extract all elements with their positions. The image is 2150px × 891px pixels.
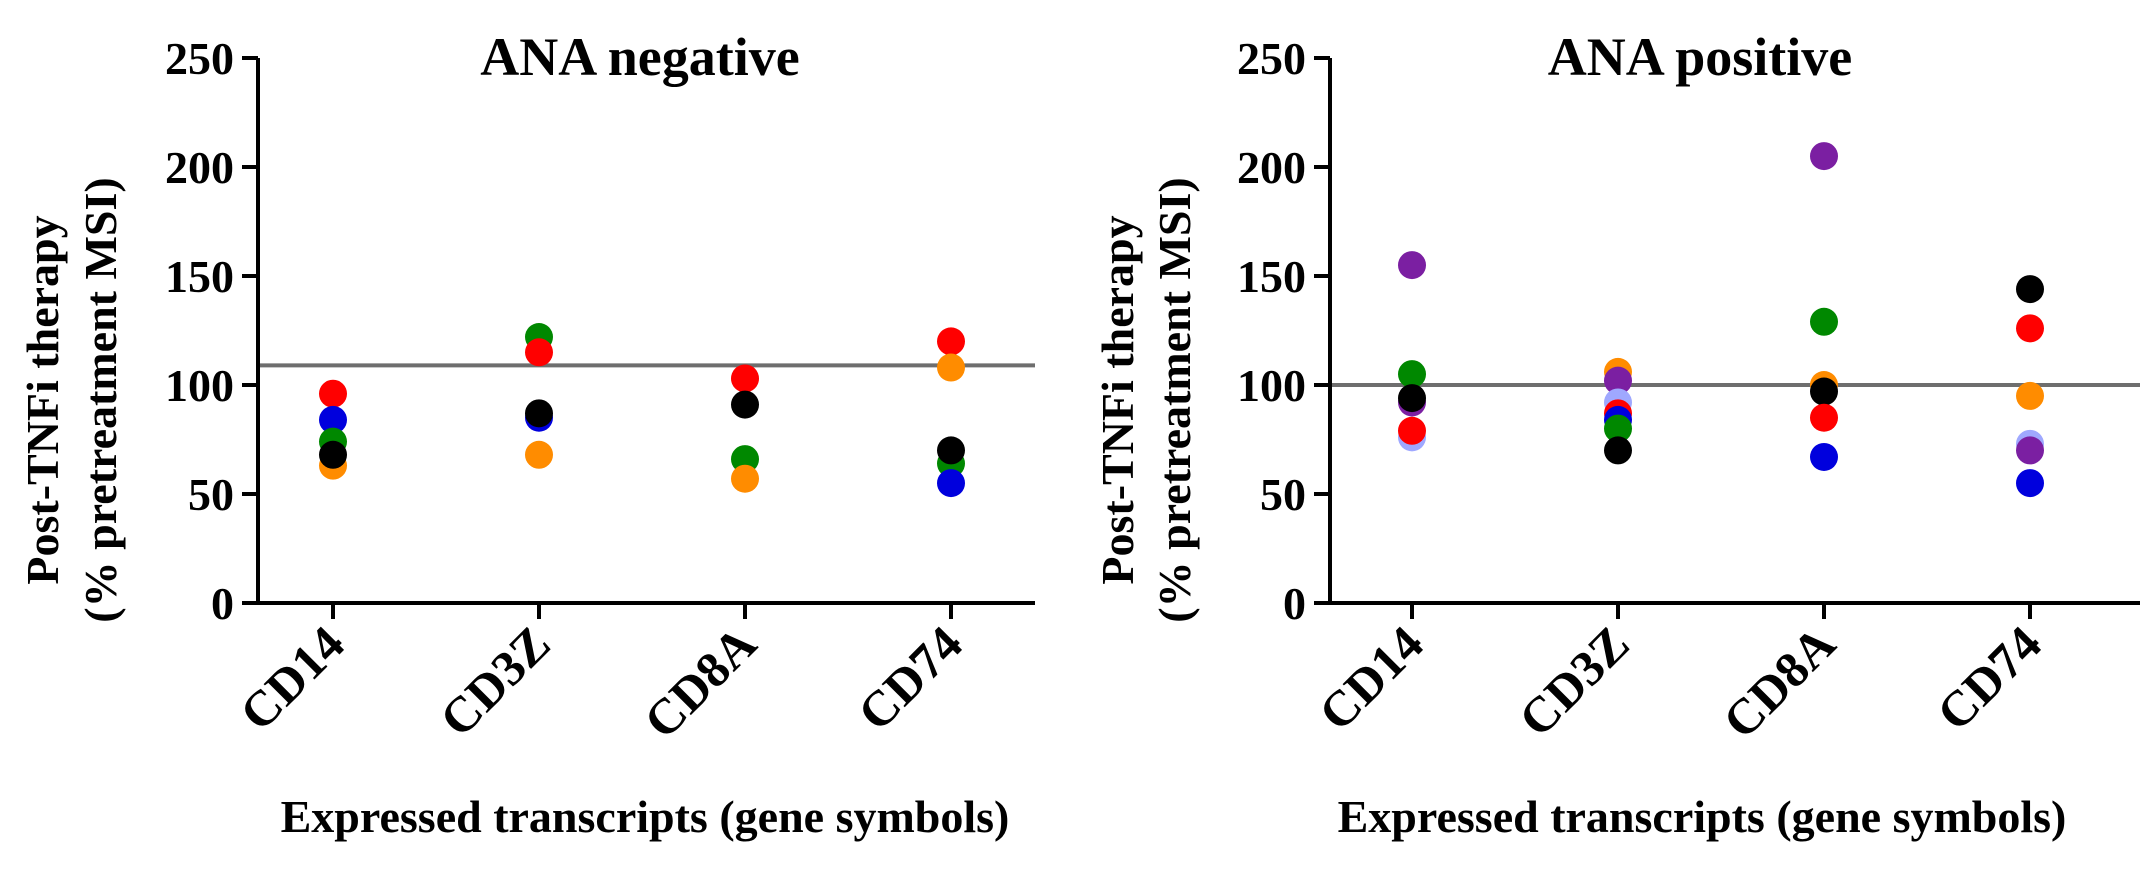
y-tick-label: 150 (165, 251, 234, 302)
chart-panel-2: ANA positive 0 50 100 150 200 250 CD14 CD3Z CD8A C… (1092, 27, 2140, 842)
data-point (1398, 360, 1426, 389)
y-tick-label: 250 (165, 33, 234, 84)
data-point (1604, 414, 1632, 443)
y-tick-label: 200 (165, 142, 234, 193)
x-tick-label: CD74 (1926, 615, 2052, 741)
y-axis-label: Post-TNFi therapy (1092, 215, 1143, 584)
data-point (2016, 314, 2044, 343)
data-point (937, 436, 965, 465)
chart-title: ANA negative (480, 27, 799, 87)
data-point (525, 399, 553, 428)
data-point (319, 440, 347, 469)
data-point (1810, 403, 1838, 432)
data-point (731, 364, 759, 393)
x-tick-label: CD8A (1712, 615, 1846, 749)
data-point (1810, 142, 1838, 171)
y-tick-label: 0 (1283, 578, 1306, 629)
data-point (1810, 442, 1838, 471)
y-axis-label: (% pretreatment MSI) (75, 177, 126, 622)
x-tick-label: CD3Z (429, 615, 561, 747)
data-point (525, 440, 553, 469)
y-tick-label: 150 (1237, 251, 1306, 302)
y-axis-label: (% pretreatment MSI) (1149, 177, 1200, 622)
x-tick-label: CD74 (847, 615, 973, 741)
y-tick-label: 250 (1237, 33, 1306, 84)
data-point (525, 338, 553, 367)
y-tick-label: 50 (188, 469, 234, 520)
y-tick-label: 100 (1237, 360, 1306, 411)
data-point (937, 469, 965, 498)
data-point (731, 445, 759, 474)
data-point (2016, 381, 2044, 410)
data-point (937, 327, 965, 356)
chart-title: ANA positive (1548, 27, 1853, 87)
data-point (2016, 275, 2044, 304)
data-point (319, 379, 347, 408)
data-point (319, 405, 347, 434)
chart-panel-1: ANA negative 0 50 100 150 200 250 CD14 CD3Z CD8A C… (17, 27, 1035, 842)
y-tick-label: 0 (211, 578, 234, 629)
data-point (1398, 384, 1426, 413)
x-axis-label: Expressed transcripts (gene symbols) (281, 791, 1010, 842)
y-tick-label: 200 (1237, 142, 1306, 193)
data-point (1810, 377, 1838, 406)
y-axis-label: Post-TNFi therapy (17, 215, 68, 584)
data-point (1398, 251, 1426, 280)
data-point (1604, 366, 1632, 395)
x-tick-label: CD3Z (1508, 615, 1640, 747)
y-tick-label: 100 (165, 360, 234, 411)
x-axis-label: Expressed transcripts (gene symbols) (1338, 791, 2067, 842)
data-point (1604, 436, 1632, 465)
data-point (2016, 436, 2044, 465)
x-tick-label: CD14 (229, 615, 355, 741)
data-point (2016, 469, 2044, 498)
data-point (731, 390, 759, 419)
y-tick-label: 50 (1260, 469, 1306, 520)
data-point (937, 353, 965, 382)
data-point (731, 464, 759, 493)
x-tick-label: CD8A (633, 615, 767, 749)
data-point (1398, 416, 1426, 445)
data-point (1810, 307, 1838, 336)
x-tick-label: CD14 (1308, 615, 1434, 741)
